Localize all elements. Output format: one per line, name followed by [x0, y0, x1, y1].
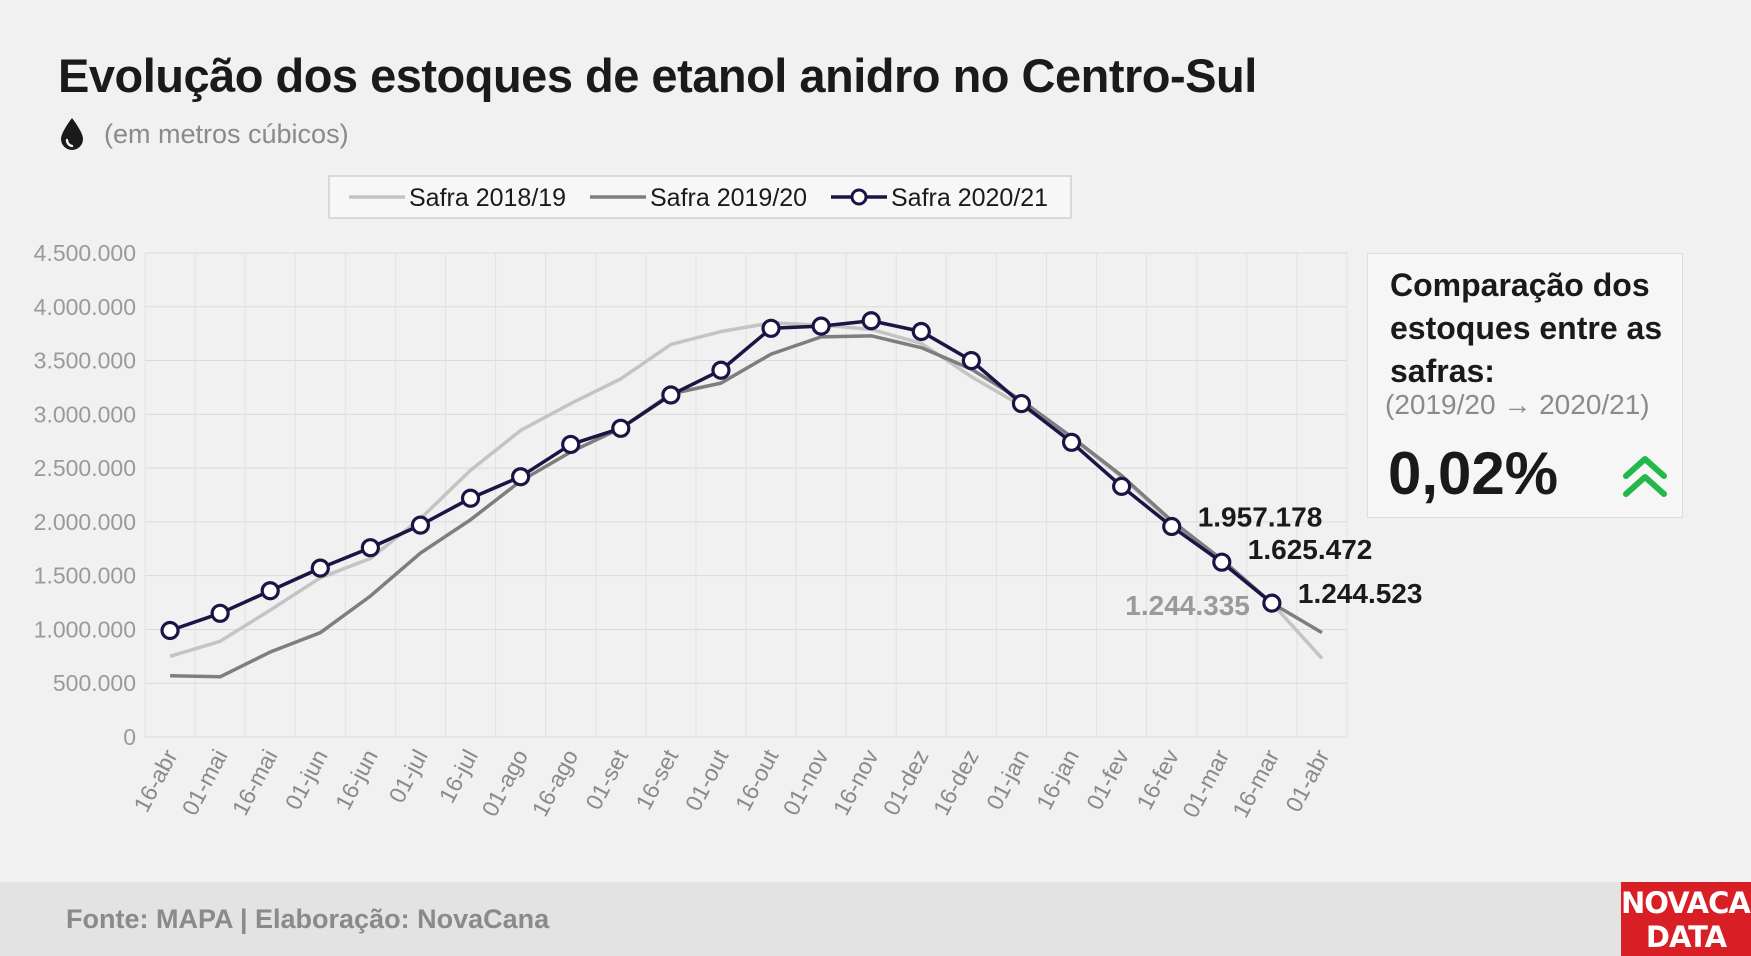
- y-tick-label: 3.000.000: [34, 401, 136, 427]
- x-tick-label: 16-jan: [1031, 745, 1084, 814]
- x-tick-label: 16-mai: [227, 745, 283, 819]
- data-point-safra-2020-21: [511, 467, 531, 487]
- x-tick-label: 01-ago: [476, 745, 533, 820]
- x-tick-label: 16-jul: [434, 745, 483, 807]
- x-tick-label: 01-fev: [1081, 745, 1134, 814]
- chart-subtitle: (em metros cúbicos): [58, 116, 349, 152]
- data-point-safra-2020-21: [911, 321, 931, 342]
- legend-label: Safra 2018/19: [409, 184, 566, 212]
- x-tick-label: 01-mar: [1177, 745, 1234, 822]
- comparison-value: 0,02%: [1388, 440, 1559, 507]
- data-point-safra-2020-21: [360, 538, 380, 558]
- x-tick-label: 01-set: [580, 745, 633, 814]
- source-credit: Fonte: MAPA | Elaboração: NovaCana: [66, 904, 550, 934]
- x-tick-label: 01-jun: [280, 745, 333, 814]
- chart-title: Evolução dos estoques de etanol anidro n…: [58, 49, 1257, 102]
- x-tick-label: 16-ago: [527, 745, 584, 820]
- x-tick-label: 01-dez: [878, 745, 934, 819]
- data-point-safra-2020-21: [561, 434, 581, 455]
- chart-legend: Safra 2018/19 Safra 2019/20 Safra 2020/21: [328, 175, 1072, 219]
- x-tick-label: 16-mar: [1227, 745, 1284, 822]
- data-point-safra-2020-21: [260, 581, 280, 601]
- legend-label: Safra 2020/21: [891, 184, 1048, 212]
- chart-grid: [144, 252, 1348, 738]
- x-tick-label: 01-jul: [384, 745, 433, 807]
- subtitle-text: (em metros cúbicos): [104, 118, 349, 149]
- legend-label: Safra 2019/20: [650, 184, 807, 212]
- data-point-safra-2020-21: [460, 488, 481, 508]
- data-point-safra-2020-21: [661, 385, 681, 405]
- y-axis: 0 500.000 1.000.000 1.500.000 2.000.000 2.500…: [34, 240, 136, 750]
- data-point-safra-2020-21: [1162, 516, 1182, 537]
- x-tick-label: 01-nov: [778, 745, 834, 820]
- y-tick-label: 4.000.000: [34, 294, 136, 320]
- legend-box: [328, 175, 1072, 219]
- data-point-safra-2020-21: [160, 620, 180, 641]
- data-point-safra-2020-21: [310, 558, 330, 578]
- comparison-period: (2019/20 → 2020/21): [1385, 389, 1650, 420]
- y-tick-label: 1.000.000: [34, 616, 136, 642]
- x-tick-label: 01-out: [680, 745, 734, 815]
- data-point-safra-2020-21: [611, 418, 631, 438]
- x-tick-label: 01-jan: [981, 745, 1034, 814]
- y-tick-label: 3.500.000: [34, 348, 136, 374]
- data-point-safra-2020-21: [961, 350, 981, 371]
- data-point-safra-2020-21: [410, 515, 431, 535]
- brand-logo: NOVACANA DATA: [1621, 882, 1751, 956]
- y-tick-label: 2.000.000: [34, 509, 136, 535]
- data-label: 1.244.335: [1125, 590, 1250, 621]
- y-tick-label: 500.000: [53, 670, 136, 696]
- data-point-safra-2020-21: [1262, 593, 1282, 613]
- x-tick-label: 01-mai: [177, 745, 233, 819]
- data-point-safra-2020-21: [1112, 476, 1132, 496]
- y-tick-label: 1.500.000: [34, 563, 136, 589]
- y-tick-label: 4.500.000: [34, 240, 136, 266]
- x-tick-label: 16-set: [630, 745, 683, 814]
- brand-line-1: NOVACANA: [1621, 886, 1751, 920]
- x-tick-label: 16-nov: [828, 745, 884, 820]
- data-label: 1.625.472: [1248, 534, 1373, 565]
- droplet-icon: [61, 118, 83, 150]
- comparison-panel: Comparação dos estoques entre as safras:…: [1367, 253, 1683, 518]
- line-chart: Safra 2018/19 Safra 2019/20 Safra 2020/21 …: [34, 175, 1422, 822]
- x-tick-label: 16-fev: [1131, 745, 1184, 814]
- x-tick-label: 16-abr: [128, 745, 182, 816]
- data-point-safra-2020-21: [1061, 432, 1082, 452]
- footer: Fonte: MAPA | Elaboração: NovaCana: [0, 882, 1751, 956]
- x-tick-label: 01-abr: [1280, 745, 1334, 816]
- x-tick-label: 16-out: [730, 745, 784, 815]
- y-tick-label: 0: [123, 724, 136, 750]
- legend-marker: [850, 188, 868, 206]
- comparison-title: Comparação dos estoques entre as safras:: [1390, 267, 1663, 389]
- y-tick-label: 2.500.000: [34, 455, 136, 481]
- x-tick-label: 16-jun: [330, 745, 383, 814]
- data-label: 1.244.523: [1298, 578, 1423, 609]
- x-tick-label: 16-dez: [928, 745, 984, 819]
- data-point-safra-2020-21: [861, 311, 881, 331]
- data-point-safra-2020-21: [811, 316, 831, 336]
- double-chevron-up-icon: [1623, 456, 1667, 497]
- data-point-safra-2020-21: [761, 318, 781, 338]
- brand-line-2: DATA: [1645, 920, 1727, 954]
- chart-series: [160, 311, 1324, 679]
- data-point-safra-2020-21: [210, 603, 230, 623]
- data-point-safra-2020-21: [1212, 552, 1232, 572]
- data-point-safra-2020-21: [711, 360, 731, 380]
- data-label: 1.957.178: [1198, 501, 1323, 532]
- data-point-safra-2020-21: [1011, 393, 1032, 414]
